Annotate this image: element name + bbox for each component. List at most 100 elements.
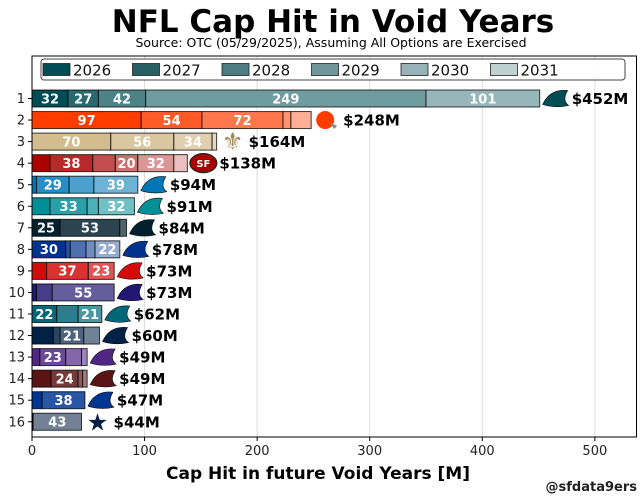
bar-segment-lions-2026	[31, 175, 38, 194]
bar-segment-broncos-2026	[31, 326, 54, 345]
y-tick-label: 11	[8, 308, 25, 323]
star-glyph: ★	[87, 408, 109, 436]
bar-segment-commanders-2029	[82, 369, 88, 388]
segment-value-label: 32	[41, 92, 59, 107]
bar-segment-jaguars-2027	[56, 305, 79, 323]
legend-swatch	[132, 63, 160, 76]
fleur-de-lis-glyph: ⚜	[222, 128, 244, 156]
segment-value-label: 22	[98, 243, 116, 258]
legend-item-2031: 2031	[490, 62, 559, 80]
bills-logo-icon	[122, 240, 150, 258]
segment-value-label: 20	[118, 157, 136, 172]
y-tick-label: 13	[8, 351, 25, 366]
bar-segment-buccaneers-2026	[31, 261, 48, 280]
logo-shape	[104, 305, 132, 323]
segment-value-label: 53	[81, 222, 99, 237]
bar-segment-rams-2026	[31, 391, 43, 410]
legend-swatch	[221, 63, 250, 76]
total-value-label: $62M	[134, 306, 180, 324]
dolphins-logo-icon	[137, 197, 165, 215]
logo-shape	[129, 219, 157, 237]
legend-label: 2026	[73, 62, 111, 80]
team-row-broncos: 21 $60M	[31, 326, 178, 345]
segment-value-label: 29	[44, 179, 62, 194]
bar-segment-vikings-2026	[31, 348, 41, 367]
legend: 2026 2027 2028 2029 2030 2031	[40, 58, 626, 81]
bar-segment-vikings-2029	[81, 348, 88, 367]
total-value-label: $60M	[132, 327, 178, 345]
segment-value-label: 249	[272, 92, 299, 107]
bar-segment-dolphins-2026	[31, 197, 51, 216]
segment-value-label: 32	[147, 157, 165, 172]
segment-value-label: 34	[184, 135, 202, 150]
bar-segment-commanders-2028	[77, 369, 84, 388]
legend-label: 2031	[521, 62, 559, 80]
legend-item-2030: 2030	[400, 62, 469, 80]
bar-segment-ravens-2026	[31, 283, 38, 302]
chart-subtitle: Source: OTC (05/29/2025), Assuming All O…	[135, 35, 526, 50]
team-row-vikings: 23 $49M	[31, 348, 165, 367]
legend-item-2029: 2029	[311, 62, 380, 80]
legend-swatch	[490, 63, 518, 76]
bar-segment-ravens-2028	[51, 283, 115, 302]
x-tick-label: 400	[470, 444, 495, 459]
bar-segment-broncos-2027	[52, 326, 61, 345]
segment-value-label: 56	[133, 135, 151, 150]
segment-value-label: 32	[107, 200, 125, 215]
segment-value-label: 39	[107, 179, 125, 194]
total-value-label: $78M	[152, 241, 198, 259]
logo-shape	[116, 283, 144, 302]
legend-label: 2030	[431, 62, 469, 80]
y-tick-label: 4	[17, 157, 25, 172]
team-row-texans: 25 53 $84M	[31, 218, 205, 237]
total-value-label: $47M	[117, 392, 163, 410]
team-row-buccaneers: 37 23 $73M	[31, 261, 192, 280]
bar-segment-buccaneers-2028	[87, 261, 115, 280]
bar-segment-vikings-2028	[65, 348, 83, 367]
oval-shape	[189, 153, 218, 174]
bar-segment-49ers-2026	[31, 154, 51, 173]
segment-value-label: 27	[74, 92, 92, 107]
segment-value-label: 101	[469, 92, 496, 107]
team-row-eagles: 32 27 42 249 101 $452M	[31, 89, 628, 108]
y-tick-label: 9	[17, 264, 25, 279]
bar-segment-browns-2029	[282, 111, 292, 130]
y-tick-label: 2	[17, 114, 25, 129]
chart-title: NFL Cap Hit in Void Years	[112, 4, 554, 40]
legend-swatch	[42, 63, 71, 76]
cowboys-star-logo-icon: ★	[87, 408, 109, 436]
bars-layer: 32 27 42 249 101 $452M 97 54 72 $248M 70 56 34 ⚜ $164M…	[31, 89, 628, 436]
logo-shape	[89, 370, 117, 388]
legend-swatch	[400, 63, 429, 76]
segment-value-label: 38	[54, 394, 72, 409]
team-row-jaguars: 22 21 $62M	[31, 305, 180, 324]
team-row-commanders: 24 $49M	[31, 369, 165, 388]
total-value-label: $248M	[343, 112, 400, 130]
helmet-shape	[316, 111, 335, 130]
segment-value-label: 22	[35, 308, 53, 323]
rams-logo-icon	[87, 391, 115, 409]
legend-label: 2028	[252, 62, 290, 80]
y-tick-label: 15	[8, 394, 25, 409]
bar-segment-bills-2028	[69, 240, 87, 259]
legend-item-2028: 2028	[221, 62, 290, 80]
legend-item-2026: 2026	[42, 62, 111, 80]
x-tick-label: 300	[357, 444, 382, 459]
logo-shape	[102, 327, 130, 345]
ravens-logo-icon	[116, 283, 144, 302]
total-value-label: $49M	[119, 349, 165, 367]
bar-segment-rams-2027	[41, 391, 86, 410]
legend-item-2027: 2027	[132, 62, 201, 80]
x-tick-label: 200	[245, 444, 270, 459]
team-row-cowboys: 43 ★ $44M	[31, 408, 160, 436]
legend-label: 2027	[163, 62, 201, 80]
total-value-label: $49M	[119, 370, 165, 388]
team-row-browns: 97 54 72 $248M	[31, 111, 400, 130]
bar-segment-dolphins-2028	[86, 197, 99, 216]
bar-segment-lions-2028	[68, 175, 95, 194]
saints-fleur-de-lis-logo-icon: ⚜	[222, 128, 244, 156]
bar-segment-broncos-2029	[83, 326, 101, 345]
credit-handle: @sfdata9ers	[546, 480, 638, 495]
bar-segment-bills-2030	[94, 240, 121, 259]
